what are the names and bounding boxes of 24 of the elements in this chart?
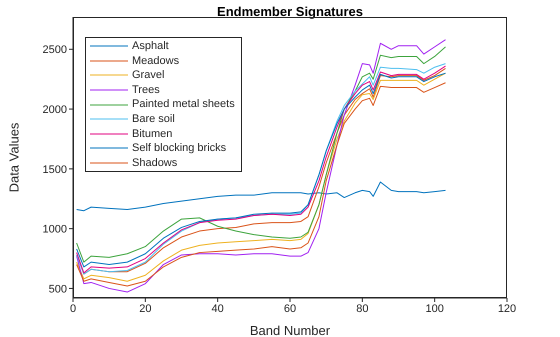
x-tick-label: 40 — [212, 302, 224, 315]
y-axis-title: Data Values — [6, 122, 22, 192]
y-tick-label: 1000 — [42, 224, 67, 236]
legend-label: Self blocking bricks — [132, 141, 226, 156]
x-tick-label: 60 — [284, 302, 296, 315]
x-axis-title: Band Number — [250, 323, 331, 337]
legend-label: Painted metal sheets — [132, 97, 235, 112]
x-tick-label: 20 — [139, 302, 152, 315]
legend-label: Shadows — [132, 156, 178, 170]
y-tick-label: 2000 — [42, 104, 67, 116]
x-tick-label: 100 — [425, 302, 444, 315]
chart-title: Endmember Signatures — [216, 4, 364, 19]
legend-label: Bitumen — [132, 126, 172, 142]
legend-label: Trees — [132, 82, 160, 98]
legend-label: Bare soil — [132, 112, 175, 127]
y-tick-label: 500 — [48, 283, 67, 296]
y-tick-label: 2500 — [42, 44, 67, 56]
x-tick-label: 80 — [356, 302, 368, 315]
x-tick-label: 120 — [498, 302, 516, 315]
legend-label: Asphalt — [132, 39, 169, 54]
legend-label: Gravel — [132, 68, 164, 83]
y-tick-label: 1500 — [42, 164, 67, 176]
x-tick-label: 0 — [70, 302, 76, 315]
legend-label: Meadows — [132, 54, 180, 68]
